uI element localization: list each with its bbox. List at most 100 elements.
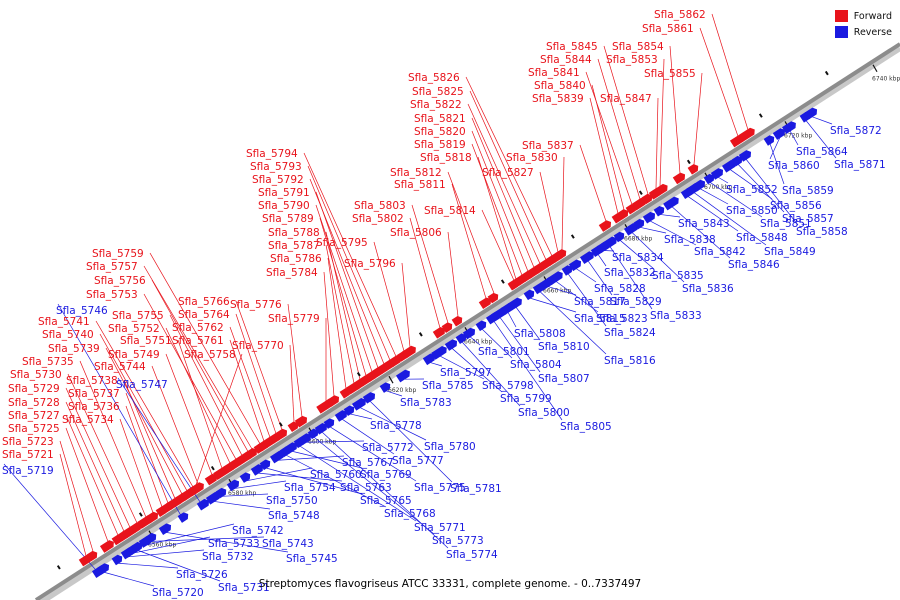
reverse-leader-line bbox=[737, 164, 785, 213]
reverse-leader-line bbox=[769, 143, 785, 185]
scale-tick bbox=[872, 64, 878, 73]
reverse-gene-label: Sfla_5733 bbox=[208, 538, 260, 550]
reverse-gene bbox=[334, 410, 348, 422]
reverse-gene bbox=[703, 173, 715, 185]
forward-gene bbox=[339, 388, 351, 399]
gene-labels: Sfla_5721Sfla_5723Sfla_5725Sfla_5727Sfla… bbox=[2, 9, 886, 599]
reverse-gene bbox=[507, 297, 522, 311]
reverse-gene-label: Sfla_5808 bbox=[514, 328, 566, 340]
forward-leader-line bbox=[465, 76, 553, 257]
reverse-gene-label: Sfla_5800 bbox=[518, 407, 570, 419]
forward-gene-label: Sfla_5761 bbox=[172, 335, 224, 347]
forward-gene-label: Sfla_5793 bbox=[250, 161, 302, 173]
reverse-leader-line bbox=[349, 413, 373, 420]
reverse-gene bbox=[379, 382, 391, 393]
reverse-gene-label: Sfla_5748 bbox=[268, 510, 320, 522]
reverse-leader-line bbox=[291, 450, 363, 469]
forward-gene-label: Sfla_5787 bbox=[268, 240, 320, 252]
reverse-gene bbox=[343, 405, 355, 417]
forward-gene bbox=[287, 421, 299, 433]
forward-gene-label: Sfla_5744 bbox=[94, 361, 146, 373]
reverse-gene bbox=[298, 433, 312, 445]
reverse-gene bbox=[284, 442, 298, 454]
forward-leader-line bbox=[287, 303, 303, 417]
forward-gene-label: Sfla_5841 bbox=[528, 67, 580, 79]
reverse-gene-label: Sfla_5832 bbox=[604, 267, 656, 279]
reverse-gene bbox=[579, 251, 594, 264]
misc-feature-mark bbox=[638, 190, 643, 196]
forward-leader-line bbox=[325, 231, 361, 380]
forward-gene-label: Sfla_5764 bbox=[178, 309, 230, 321]
forward-gene bbox=[432, 327, 446, 339]
forward-gene-label: Sfla_5734 bbox=[62, 414, 114, 426]
forward-leader-line bbox=[169, 314, 243, 456]
reverse-gene-label: Sfla_5805 bbox=[560, 421, 612, 433]
forward-gene-label: Sfla_5844 bbox=[540, 54, 592, 66]
misc-feature-mark bbox=[824, 70, 829, 76]
forward-leader-line bbox=[591, 84, 625, 210]
genome-backbone-shadow bbox=[38, 45, 900, 600]
forward-gene bbox=[650, 183, 668, 199]
forward-gene-label: Sfla_5721 bbox=[2, 449, 54, 461]
reverse-gene-label: Sfla_5815 bbox=[574, 313, 626, 325]
reverse-gene bbox=[145, 532, 157, 544]
forward-gene bbox=[204, 473, 218, 486]
reverse-gene-label: Sfla_5860 bbox=[768, 160, 820, 172]
reverse-swatch bbox=[834, 26, 848, 38]
reverse-gene-label: Sfla_5760 bbox=[310, 469, 362, 481]
reverse-leader-line bbox=[429, 362, 443, 367]
scale-tick-label: 6620 kbp bbox=[388, 387, 416, 394]
misc-feature-mark bbox=[418, 332, 423, 337]
forward-leader-line bbox=[411, 204, 449, 323]
reverse-leader-line bbox=[137, 550, 221, 582]
forward-gene-label: Sfla_5837 bbox=[522, 140, 574, 152]
forward-leader-line bbox=[65, 414, 119, 536]
misc-feature-mark bbox=[570, 234, 575, 239]
reverse-gene bbox=[462, 327, 476, 340]
forward-gene-label: Sfla_5821 bbox=[414, 113, 466, 125]
reverse-leader-line bbox=[639, 226, 667, 234]
reverse-gene-label: Sfla_5858 bbox=[796, 226, 848, 238]
forward-gene-label: Sfla_5776 bbox=[230, 299, 282, 311]
reverse-gene-label: Sfla_5864 bbox=[796, 146, 848, 158]
misc-feature-mark bbox=[138, 512, 143, 517]
reverse-leader-line bbox=[693, 192, 767, 246]
scale-tick-label: 6700 kbp bbox=[704, 184, 732, 191]
reverse-leader-line bbox=[329, 426, 417, 482]
reverse-leader-line bbox=[587, 260, 613, 296]
reverse-gene-label: Sfla_5856 bbox=[770, 200, 822, 212]
forward-leader-line bbox=[597, 58, 641, 200]
forward-gene-label: Sfla_5814 bbox=[424, 205, 476, 217]
reverse-leader-line bbox=[439, 355, 485, 380]
forward-gene-label: Sfla_5789 bbox=[262, 213, 314, 225]
reverse-gene-label: Sfla_5842 bbox=[694, 246, 746, 258]
reverse-gene bbox=[613, 231, 625, 243]
legend-forward: Forward bbox=[834, 8, 892, 24]
forward-gene-label: Sfla_5855 bbox=[644, 68, 696, 80]
forward-leader-line bbox=[65, 387, 131, 528]
reverse-gene bbox=[205, 491, 220, 505]
forward-gene-label: Sfla_5749 bbox=[108, 349, 160, 361]
forward-leader-line bbox=[125, 392, 169, 504]
reverse-gene-label: Sfla_5720 bbox=[152, 587, 204, 599]
reverse-gene-label: Sfla_5852 bbox=[726, 184, 778, 196]
forward-gene-label: Sfla_5847 bbox=[600, 93, 652, 105]
forward-gene-label: Sfla_5751 bbox=[120, 335, 172, 347]
reverse-gene-label: Sfla_5754 bbox=[284, 482, 336, 494]
forward-gene-label: Sfla_5827 bbox=[482, 167, 534, 179]
forward-leader-line bbox=[125, 405, 163, 508]
scale-tick-label: 6720 kbp bbox=[784, 132, 812, 139]
misc-feature-mark bbox=[686, 159, 691, 165]
forward-leader-line bbox=[65, 401, 125, 532]
forward-gene-label: Sfla_5762 bbox=[172, 322, 224, 334]
reverse-leader-line bbox=[117, 377, 205, 509]
forward-gene bbox=[451, 315, 463, 327]
reverse-leader-line bbox=[145, 523, 235, 546]
reverse-gene bbox=[444, 339, 458, 351]
reverse-leader-line bbox=[529, 297, 577, 313]
reverse-gene bbox=[781, 121, 796, 134]
reverse-gene-label: Sfla_5846 bbox=[728, 259, 780, 271]
forward-leader-line bbox=[481, 209, 515, 281]
reverse-gene-label: Sfla_5769 bbox=[360, 469, 412, 481]
